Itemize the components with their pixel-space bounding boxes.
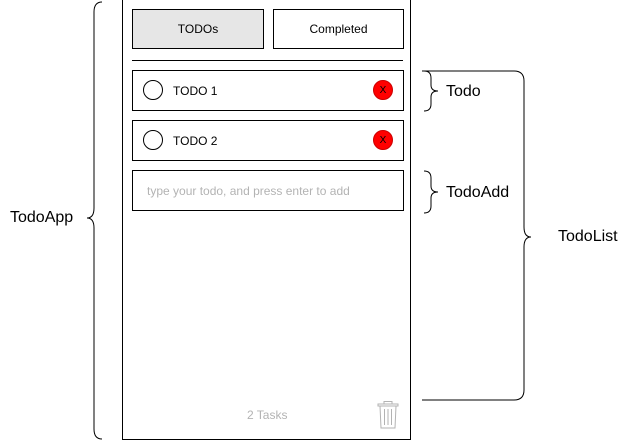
todo-app-brace [86, 1, 103, 440]
todo-label: TODO 2 [173, 134, 218, 148]
close-icon: X [379, 134, 387, 146]
tabs-divider [132, 60, 403, 61]
delete-todo-button[interactable]: X [373, 80, 393, 100]
todo-item: TODO 1 X [132, 70, 404, 111]
delete-todo-button[interactable]: X [373, 130, 393, 150]
close-icon: X [379, 84, 387, 96]
todo-annotation: Todo [446, 83, 481, 100]
trash-icon[interactable] [377, 401, 399, 429]
task-count: 2 Tasks [247, 408, 288, 422]
todo-add-input[interactable] [132, 170, 404, 211]
todo-label: TODO 1 [173, 84, 218, 98]
tab-completed-label: Completed [309, 22, 368, 36]
tab-todos-label: TODOs [177, 22, 219, 36]
todo-item: TODO 2 X [132, 120, 404, 161]
todo-list-brace-path [422, 70, 532, 401]
todo-checkbox[interactable] [143, 80, 163, 100]
todo-add-annotation: TodoAdd [446, 184, 510, 201]
tab-completed[interactable]: Completed [273, 9, 404, 49]
todo-app-annotation: TodoApp [10, 209, 74, 226]
todo-brace [423, 70, 439, 112]
todo-checkbox[interactable] [143, 130, 163, 150]
todo-add-brace [423, 170, 439, 214]
todo-list-annotation: TodoList [558, 228, 618, 245]
todo-app-frame: TODOs Completed TODO 1 X TODO 2 X 2 Task… [122, 0, 411, 440]
tab-todos[interactable]: TODOs [132, 9, 264, 49]
